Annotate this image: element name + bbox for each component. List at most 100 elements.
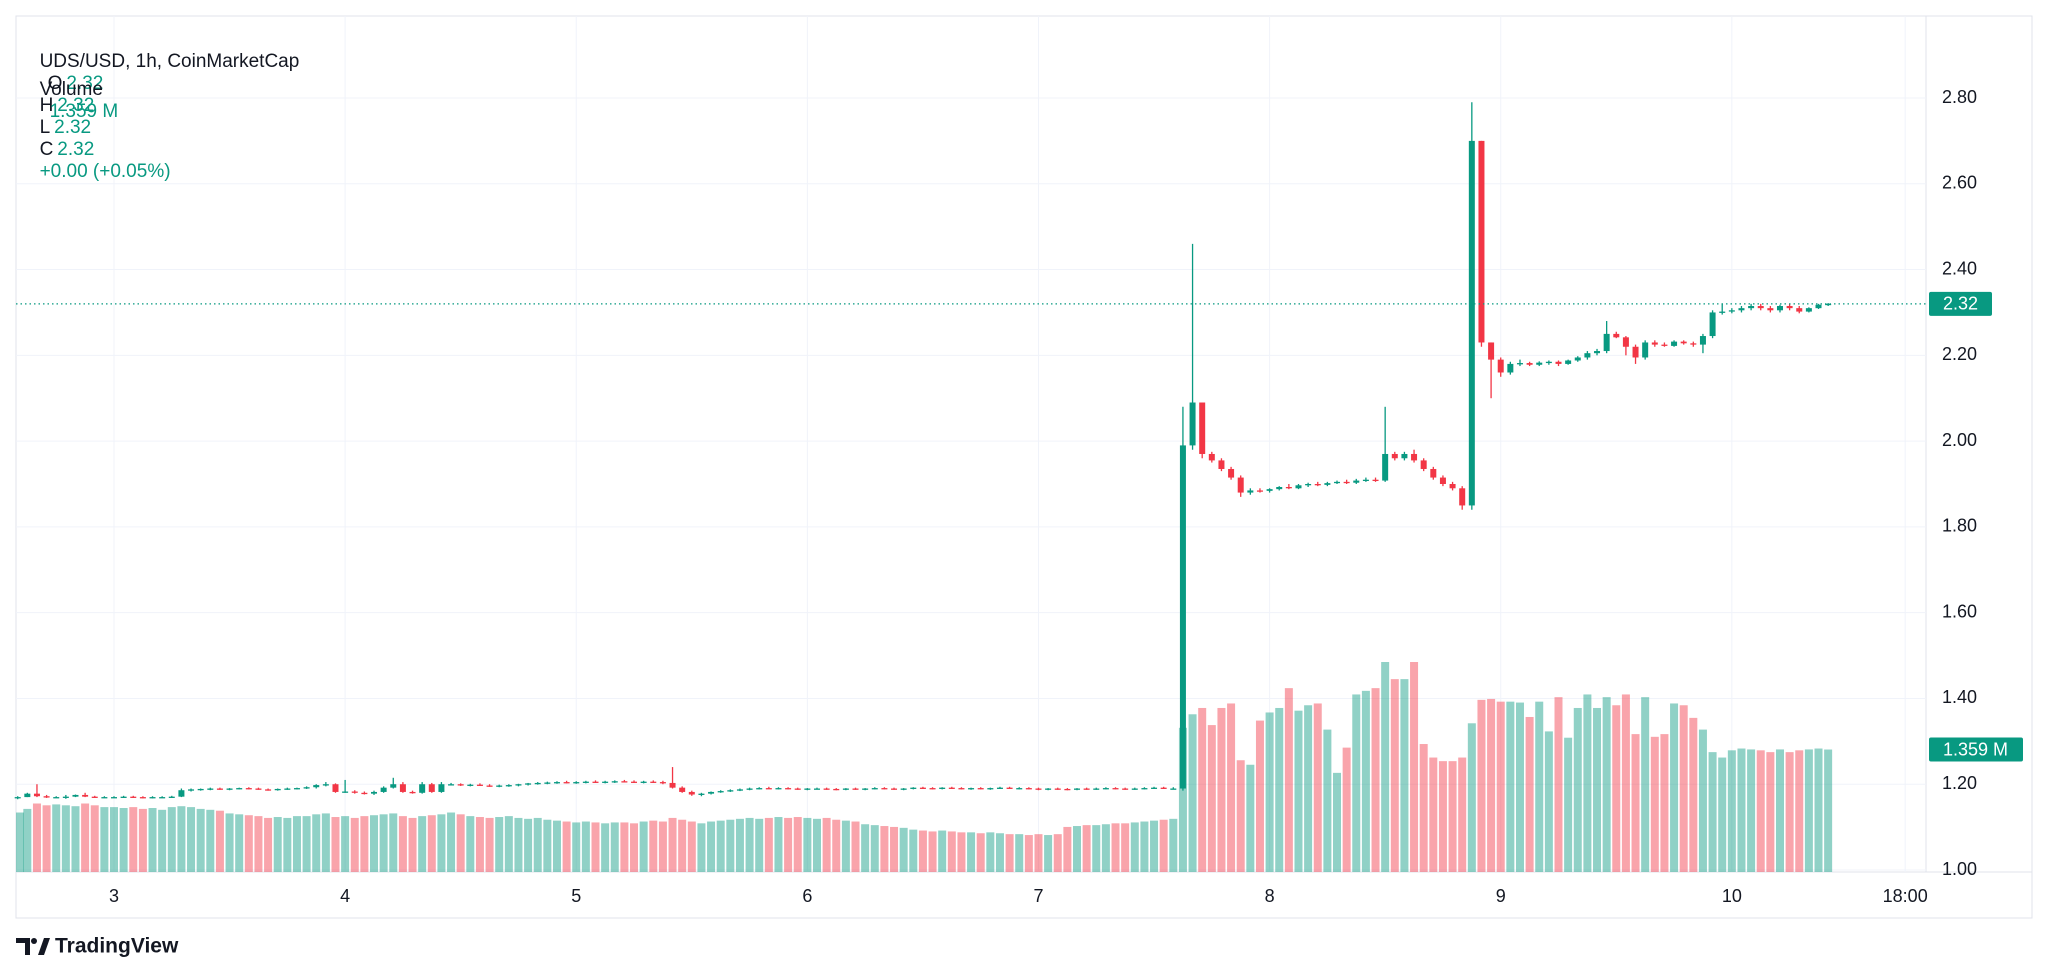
candle-body [1709, 312, 1716, 337]
volume-bar [1564, 737, 1573, 872]
volume-bar [1188, 714, 1197, 872]
volume-bar [1708, 752, 1717, 872]
legend-change: +0.00 (+0.05%) [39, 161, 171, 182]
candle-body [1671, 341, 1678, 346]
volume-bar [1034, 834, 1043, 872]
candle-body [1285, 487, 1292, 489]
candle-body [679, 787, 686, 792]
symbol: UDS/USD, 1h, CoinMarketCap [39, 51, 300, 72]
volume-bar [187, 807, 196, 872]
candle-body [823, 788, 830, 790]
candle-body [525, 783, 532, 785]
volume-bar [475, 817, 484, 872]
volume-bar [292, 816, 301, 872]
y-tick-label: 1.20 [1942, 773, 1977, 793]
candle-body [476, 784, 483, 786]
volume-bar [1544, 731, 1553, 872]
candle-body [1622, 337, 1629, 347]
volume-bar [1082, 825, 1091, 872]
candle-body [1536, 362, 1543, 365]
candle-body [293, 788, 300, 790]
volume-bar [938, 830, 947, 872]
volume-bar [447, 812, 456, 872]
axes-layer: 1.00 1.20 1.40 1.60 1.80 2.00 2.20 2.40 2.60 2.80… [16, 87, 2023, 906]
logo-mark [31, 938, 37, 944]
candle-body [727, 790, 734, 792]
volume-bar [235, 814, 244, 872]
volume-bar [360, 816, 369, 872]
candle-body [361, 792, 368, 795]
volume-bar [678, 819, 687, 872]
candle-body [650, 781, 657, 783]
candle-body [130, 796, 137, 798]
candle-body [1247, 490, 1254, 493]
legend-key: C [39, 139, 54, 160]
candle-body [62, 796, 69, 798]
candle-body [1372, 479, 1379, 482]
legend-key: L [39, 117, 51, 138]
legend-value: 2.32 [57, 95, 95, 116]
volume-bar [1265, 712, 1274, 872]
volume-bar [1381, 662, 1390, 872]
y-tick-label: 2.60 [1942, 173, 1977, 193]
candle-body [775, 788, 782, 790]
candle-body [207, 788, 214, 790]
legend-value: 2.32 [54, 117, 92, 138]
volume-bar [1824, 749, 1833, 872]
candle-body [1112, 788, 1119, 790]
volume-bar [1718, 757, 1727, 872]
candle-body [91, 796, 98, 798]
volume-bar [552, 820, 561, 872]
volume-bar [23, 808, 32, 872]
candle-body [968, 788, 975, 790]
volume-bar [1044, 835, 1053, 872]
candle-body [1757, 306, 1764, 309]
x-tick-label: 9 [1496, 886, 1506, 906]
volume-bar [466, 816, 475, 872]
candle-body [1497, 359, 1504, 373]
candle-body [438, 784, 445, 792]
candle-body [1054, 788, 1061, 790]
volume-bar [1679, 705, 1688, 872]
volume-bar [928, 831, 937, 872]
y-tick-label: 2.40 [1942, 258, 1977, 278]
candle-body [1401, 453, 1408, 459]
candle-body [274, 788, 281, 791]
candle-body [929, 788, 936, 790]
x-tick-label: 7 [1033, 886, 1043, 906]
volume-bar [264, 817, 273, 872]
volume-legend: Volume 1.359 M [29, 57, 132, 123]
candle-body [1632, 346, 1639, 358]
volume-bar [341, 816, 350, 872]
candle-body [1179, 445, 1186, 789]
candle-body [390, 784, 397, 788]
volume-bar [1169, 818, 1178, 872]
candle-body [1151, 787, 1158, 789]
volume-bar [1458, 757, 1467, 872]
volume-bar [1159, 819, 1168, 872]
candle-body [1699, 336, 1706, 345]
candle-body [602, 781, 609, 783]
y-tick-label: 2.80 [1942, 87, 1977, 107]
candle-body [236, 788, 243, 790]
volume-bar [1390, 679, 1399, 872]
volume-bar [803, 817, 812, 872]
candle-body [900, 788, 907, 790]
candle-body [659, 782, 666, 784]
volume-bar [427, 815, 436, 872]
volume-bar [1217, 707, 1226, 872]
volume-bar [215, 810, 224, 872]
candle-body [284, 788, 291, 790]
logo-mark [16, 938, 30, 955]
candle-body [1603, 333, 1610, 352]
x-tick-label: 8 [1265, 886, 1275, 906]
volume-layer [16, 662, 1833, 872]
volume-bar [1005, 834, 1014, 872]
candle-body [1815, 304, 1822, 309]
volume-bar [1727, 750, 1736, 872]
y-tick-label: 1.00 [1942, 859, 1977, 879]
volume-bar [822, 817, 831, 872]
candle-body [1266, 489, 1273, 491]
volume-bar [697, 823, 706, 872]
